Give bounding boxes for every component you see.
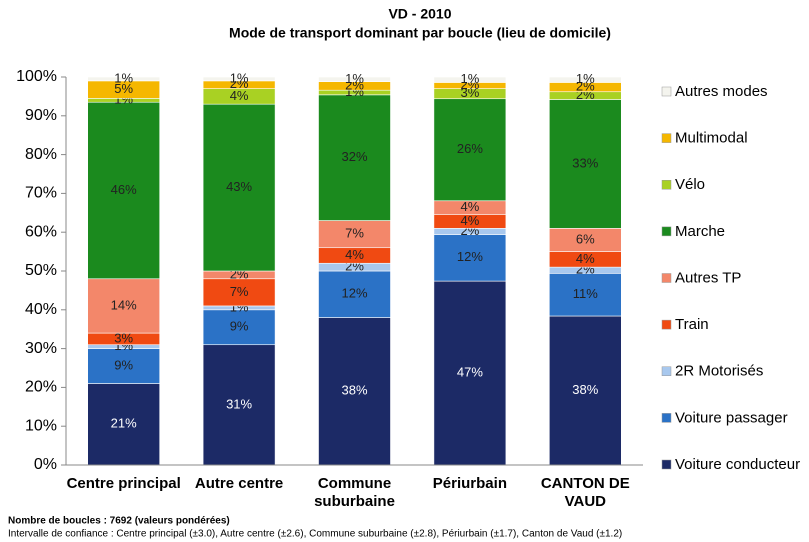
bar-segment (433, 98, 507, 202)
legend-swatch (661, 459, 672, 470)
legend-label: Multimodal (675, 130, 748, 147)
data-label: 4% (576, 251, 595, 266)
data-label: 7% (230, 284, 249, 299)
data-label: 1% (230, 70, 249, 85)
data-label: 47% (457, 364, 483, 379)
data-label: 38% (572, 382, 598, 397)
data-label: 1% (576, 71, 595, 86)
data-label: 31% (226, 396, 252, 411)
bar-segment (318, 94, 391, 221)
legend-swatch (661, 226, 672, 237)
data-label: 4% (345, 247, 364, 262)
y-tick-label: 30% (25, 340, 57, 357)
bar-segment (548, 99, 622, 229)
data-label: 4% (230, 88, 249, 103)
chart-subtitle: Mode de transport dominant par boucle (l… (229, 25, 611, 41)
chart-title: VD - 2010 (388, 6, 451, 22)
note: Intervalle de confiance : Centre princip… (8, 529, 622, 540)
legend-label: Marche (675, 223, 725, 240)
legend-label: Voiture passager (675, 409, 788, 426)
y-tick-label: 60% (25, 223, 57, 240)
data-label: 1% (345, 71, 364, 86)
x-tick-label: Autre centre (194, 475, 284, 492)
legend-swatch (661, 86, 672, 97)
x-tick-label: CANTON DE VAUD (540, 475, 630, 510)
legend-label: Autres TP (675, 269, 741, 286)
legend-swatch (661, 180, 672, 190)
data-label: 14% (111, 297, 137, 312)
legend-swatch (661, 273, 672, 283)
data-label: 3% (114, 330, 133, 345)
data-label: 4% (461, 199, 480, 214)
data-label: 33% (572, 155, 598, 170)
data-label: 7% (345, 226, 364, 241)
data-label: 32% (341, 149, 367, 164)
legend-label: Voiture conducteur (675, 456, 800, 473)
y-tick-label: 70% (25, 185, 57, 202)
data-label: 9% (230, 319, 249, 334)
y-tick-label: 40% (25, 301, 57, 318)
bar-segment (202, 76, 276, 82)
bar-segment (87, 101, 160, 280)
data-label: 5% (114, 81, 133, 96)
y-tick-label: 90% (25, 107, 57, 124)
bar-segment (202, 278, 276, 307)
y-tick-label: 50% (25, 262, 57, 279)
legend-label: Vélo (675, 176, 705, 193)
bar-segment (548, 315, 622, 466)
y-tick-label: 0% (34, 456, 57, 473)
legend-swatch (661, 319, 672, 330)
data-label: 11% (573, 286, 598, 301)
bar-segment (548, 273, 622, 317)
bar-segment (433, 76, 507, 83)
data-label: 6% (576, 231, 595, 246)
data-label: 26% (457, 141, 483, 156)
bar-segment (87, 278, 160, 334)
x-tick-label: Commune suburbaine (314, 475, 395, 510)
data-label: 9% (114, 357, 133, 372)
legend-swatch (661, 413, 672, 423)
y-tick-label: 10% (25, 417, 57, 434)
x-tick-label: Périurbain (432, 475, 507, 492)
note: Nombre de boucles : 7692 (valeurs pondér… (8, 516, 230, 527)
data-label: 43% (226, 179, 252, 194)
bar-segment (548, 76, 622, 83)
data-label: 12% (341, 286, 367, 301)
data-label: 21% (111, 416, 137, 431)
data-label: 38% (341, 383, 367, 398)
data-label: 12% (457, 249, 483, 264)
legend-label: Autres modes (675, 83, 768, 100)
bar-segment (87, 76, 160, 82)
legend-swatch (661, 366, 672, 376)
x-tick-label: Centre principal (66, 475, 181, 492)
bar-segment (202, 344, 276, 466)
data-label: 4% (461, 213, 480, 228)
bar-segment (318, 76, 391, 82)
data-label: 46% (111, 182, 137, 197)
legend-swatch (661, 133, 672, 143)
y-tick-label: 100% (16, 68, 57, 85)
data-label: 1% (114, 70, 133, 85)
legend-label: Train (675, 316, 709, 333)
y-tick-label: 20% (25, 379, 57, 396)
y-tick-label: 80% (25, 146, 57, 163)
data-label: 1% (461, 71, 480, 86)
bar-segment (202, 103, 276, 272)
legend-label: 2R Motorisés (675, 363, 763, 380)
bar-segment (202, 309, 276, 346)
bar-segment (318, 220, 391, 249)
bar-segment (87, 383, 160, 466)
bar-segment (433, 280, 507, 466)
